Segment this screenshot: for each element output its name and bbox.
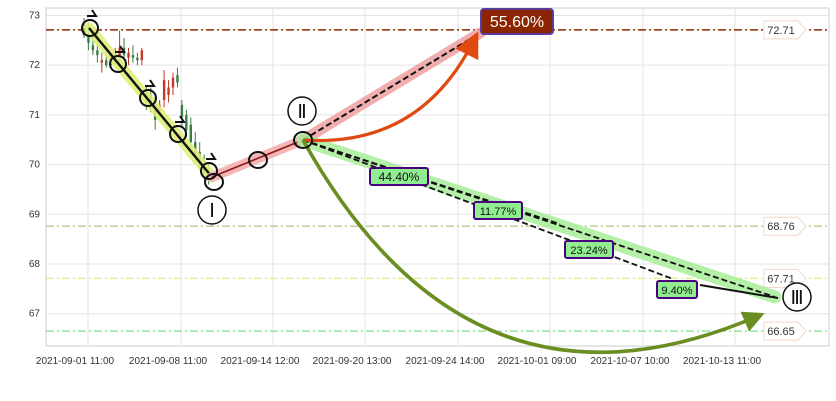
percent-box [564, 240, 614, 259]
swing-hook-icon [87, 9, 98, 17]
candle-body [171, 77, 175, 88]
reference-line-label: 66.65 [767, 326, 795, 338]
x-tick-label: 2021-10-13 11:00 [683, 356, 762, 367]
reference-label-box [763, 20, 807, 40]
candle-body [162, 80, 166, 100]
percent-box [656, 280, 698, 299]
reference-label-box [763, 216, 807, 236]
percent-label: 23.24% [570, 245, 608, 257]
target-percent: 55.60% [490, 14, 544, 31]
candle-body [131, 55, 135, 58]
reference-line-label: 72.71 [767, 25, 795, 37]
candle-body [136, 57, 139, 61]
swing-hook-icon [175, 115, 186, 123]
reference-line-label: 67.71 [767, 273, 795, 285]
y-tick-label: 69 [29, 209, 41, 220]
wave-overlay [81, 9, 782, 354]
swing-hook-icon [206, 152, 217, 160]
x-tick-label: 2021-09-08 11:00 [129, 356, 208, 367]
candle-body [105, 60, 108, 66]
pivot-marker [293, 131, 313, 149]
candle-body [189, 124, 192, 143]
candle-body [140, 50, 144, 61]
target-arrow-up [302, 31, 479, 143]
y-tick-label: 68 [29, 259, 41, 270]
percent-label: 44.40% [379, 170, 420, 184]
wave-label: Ⅱ [297, 102, 306, 123]
swing-hook-icon [115, 45, 126, 53]
percent-label: 11.77% [480, 206, 517, 218]
swing-marker [139, 89, 157, 107]
candle-body [127, 52, 130, 58]
y-tick-label: 73 [29, 10, 41, 21]
candle-body [180, 104, 184, 118]
candle-body [176, 75, 179, 83]
reference-lines: 72.71 68.76 67.71 66.65 [46, 20, 829, 341]
grid [45, 7, 830, 347]
chart-labels: 67 68 69 70 71 72 73 2021-09-01 11:00 2021-09-08… [29, 8, 812, 367]
wave-label-circle [287, 96, 317, 126]
candle-body [100, 60, 103, 63]
downtrend-line [88, 27, 213, 178]
wave-label-circle [782, 282, 812, 312]
percent-box [473, 201, 523, 220]
down-projection-line [302, 139, 776, 298]
candle-body [96, 50, 99, 56]
target-arrow-down [301, 139, 765, 354]
wave-label: Ⅲ [790, 288, 803, 309]
x-tick-label: 2021-10-01 09:00 [498, 356, 577, 367]
x-tick-label: 2021-09-24 14:00 [406, 356, 485, 367]
swing-hook-icon [145, 79, 156, 87]
swing-marker [200, 162, 218, 180]
candle-body [87, 32, 90, 43]
swing-marker [169, 125, 187, 143]
candle-body [167, 87, 170, 95]
percent-box [369, 167, 429, 186]
wave-label-circle [197, 195, 227, 225]
candle-body [82, 27, 86, 36]
y-tick-label: 70 [29, 160, 41, 171]
y-tick-label: 72 [29, 60, 41, 71]
up-projection-line [302, 32, 481, 141]
rise-line [211, 139, 304, 178]
x-tick-label: 2021-09-14 12:00 [221, 356, 300, 367]
candle-body [185, 114, 188, 130]
x-tick-label: 2021-09-20 13:00 [313, 356, 392, 367]
swing-marker [81, 19, 99, 37]
x-tick-label: 2021-10-07 10:00 [591, 356, 670, 367]
x-tick-label: 2021-09-01 11:00 [36, 356, 115, 367]
target-box [480, 8, 554, 35]
pivot-marker [204, 173, 224, 191]
swing-marker [109, 55, 127, 73]
y-tick-label: 67 [29, 309, 41, 320]
plot-frame [45, 7, 830, 347]
reference-label-box [763, 321, 807, 341]
wave-label: Ⅰ [209, 201, 215, 222]
reference-line-label: 68.76 [767, 221, 795, 233]
percent-label: 9.40% [661, 285, 692, 297]
candle-body [91, 45, 95, 51]
pivot-marker [248, 151, 268, 169]
down-projection-tip [699, 284, 779, 299]
y-tick-label: 71 [29, 110, 41, 121]
